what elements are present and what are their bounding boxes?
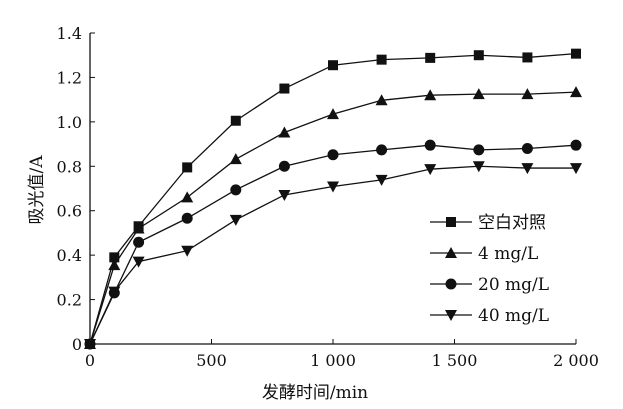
triangle-down-marker: [570, 163, 582, 175]
triangle-down-marker: [327, 181, 339, 193]
triangle-up-marker: [278, 126, 291, 138]
triangle-up-marker: [375, 94, 388, 106]
series-line: [89, 144, 577, 345]
triangle-up-marker: [570, 86, 582, 98]
legend-item: 空白对照: [430, 213, 546, 233]
legend-label: 4 mg/L: [478, 244, 538, 264]
y-tick-label: 1.2: [57, 68, 82, 87]
triangle-down-marker: [84, 339, 96, 350]
square-marker: [279, 83, 290, 94]
square-marker: [328, 60, 338, 71]
x-axis-title: 发酵时间/min: [262, 383, 368, 403]
circle-marker: [424, 139, 436, 151]
triangle-down-marker: [181, 245, 194, 257]
legend-label: 40 mg/L: [478, 306, 549, 326]
circle-marker: [445, 278, 457, 290]
triangle-up-marker: [327, 108, 339, 120]
square-marker: [446, 217, 456, 227]
legend-label: 20 mg/L: [478, 275, 549, 295]
triangle-down-marker: [424, 164, 437, 176]
square-marker: [473, 50, 484, 61]
triangle-up-marker: [108, 259, 121, 271]
x-tick-label: 0: [85, 351, 95, 370]
circle-marker: [327, 149, 339, 161]
triangle-up-marker: [132, 222, 145, 234]
square-marker: [425, 52, 436, 63]
circle-marker: [473, 144, 485, 156]
circle-marker: [376, 144, 388, 156]
series-circle: [84, 139, 582, 350]
square-marker: [109, 252, 120, 263]
triangle-down-marker: [229, 214, 242, 226]
series-line: [89, 91, 577, 345]
series-triangle-down: [84, 161, 582, 350]
y-tick-label: 0: [72, 335, 82, 354]
x-tick-label: 2 000: [553, 351, 599, 370]
y-tick-label: 0.6: [57, 202, 82, 221]
triangle-down-marker: [278, 189, 291, 201]
triangle-down-marker: [132, 256, 145, 268]
y-tick-label: 0.4: [57, 246, 82, 265]
square-marker: [230, 115, 241, 126]
triangle-up-marker: [229, 153, 242, 165]
legend-item: 20 mg/L: [430, 275, 549, 295]
circle-marker: [133, 236, 145, 248]
triangle-up-marker: [424, 89, 437, 101]
triangle-down-marker: [521, 163, 534, 175]
square-marker: [571, 48, 581, 59]
square-marker: [182, 162, 193, 173]
triangle-down-marker: [445, 310, 457, 321]
square-marker: [376, 54, 387, 65]
x-tick-label: 1 000: [310, 351, 356, 370]
triangle-down-marker: [375, 174, 388, 186]
series-line: [89, 165, 576, 345]
circle-marker: [278, 160, 290, 172]
circle-marker: [521, 143, 533, 155]
legend-label: 空白对照: [478, 213, 546, 233]
triangle-down-marker: [108, 286, 121, 298]
x-tick-label: 1 500: [432, 351, 478, 370]
series-group: [84, 48, 582, 350]
y-tick-label: 0.2: [57, 291, 82, 310]
legend-item: 40 mg/L: [430, 306, 549, 326]
triangle-up-marker: [445, 247, 457, 258]
circle-marker: [570, 139, 582, 151]
series-line: [89, 53, 577, 345]
legend: 空白对照 4 mg/L 20 mg/L 40 mg/L: [430, 213, 549, 326]
legend-item: 4 mg/L: [430, 244, 538, 264]
y-tick-label: 0.8: [57, 157, 82, 176]
axes: 0 500 1 000 1 500 2 000 0 0.2 0.4 0.6 0.8 1.0 1.2 1.…: [57, 24, 599, 370]
triangle-down-marker: [472, 161, 485, 173]
triangle-up-marker: [472, 88, 485, 100]
triangle-up-marker: [521, 88, 534, 100]
circle-marker: [230, 184, 242, 196]
y-tick-label: 1.0: [57, 113, 82, 132]
x-tick-label: 500: [196, 351, 227, 370]
series-square: [85, 48, 581, 349]
y-tick-label: 1.4: [57, 24, 82, 43]
triangle-up-marker: [181, 191, 194, 203]
circle-marker: [181, 212, 193, 224]
square-marker: [522, 52, 533, 63]
y-axis-title: 吸光值/A: [27, 155, 47, 225]
